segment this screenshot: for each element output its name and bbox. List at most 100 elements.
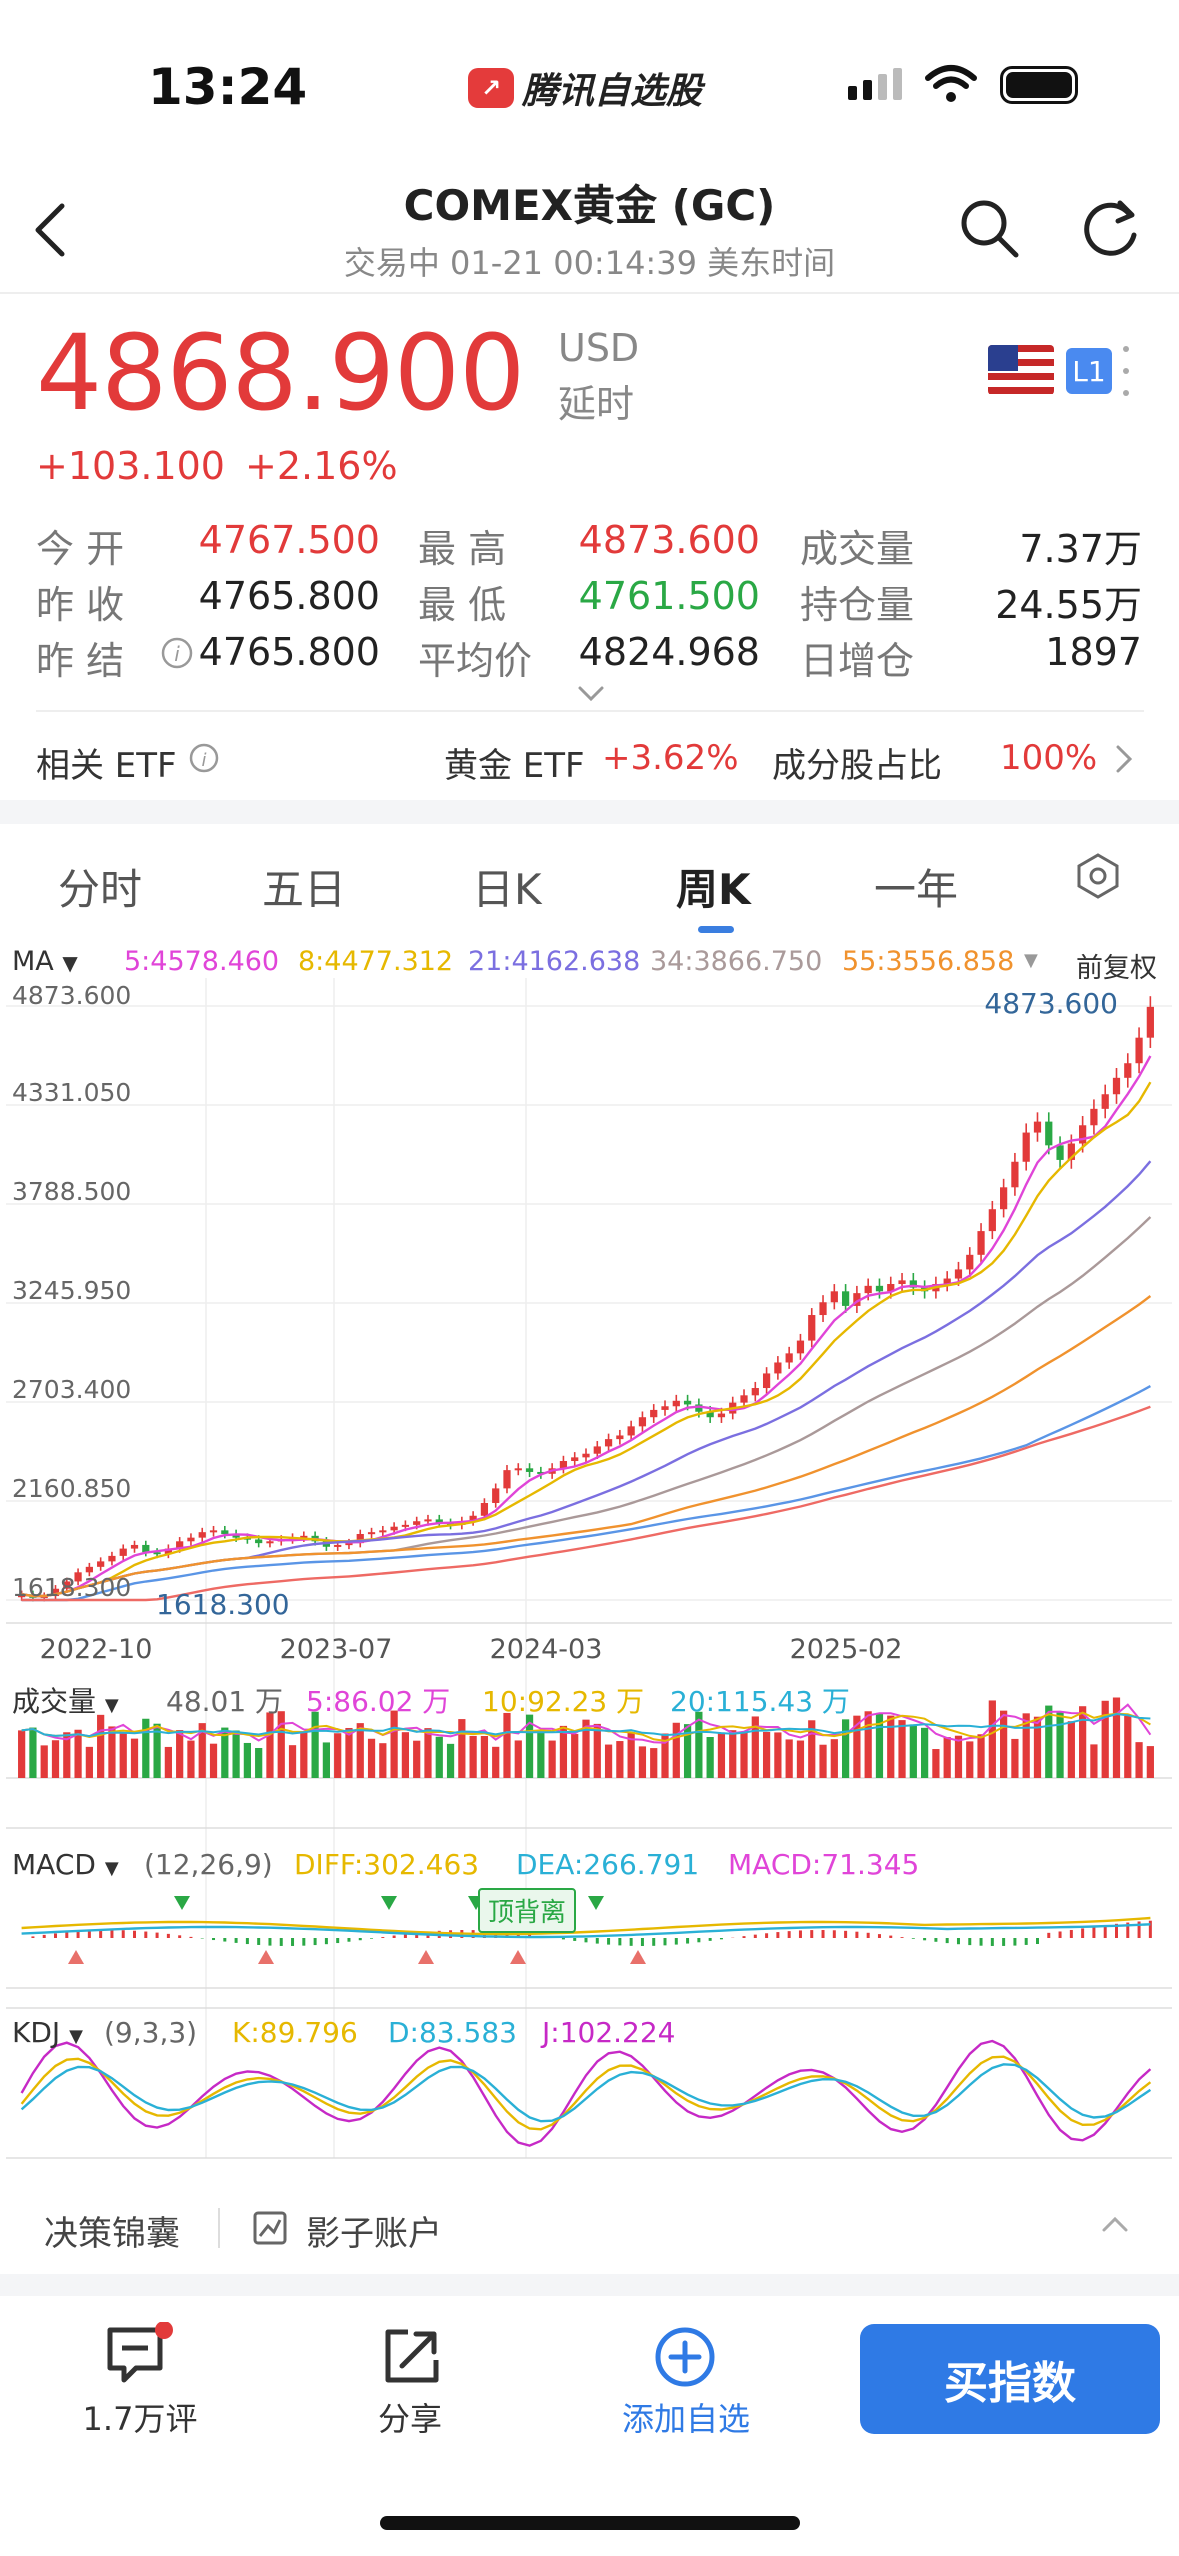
volume-bar: [356, 1723, 364, 1778]
active-tab-indicator: [698, 926, 734, 933]
info-icon[interactable]: i: [160, 636, 194, 670]
add-watchlist-icon[interactable]: [654, 2326, 716, 2388]
candlestick-series: [18, 996, 1154, 1602]
search-icon[interactable]: [956, 195, 1022, 261]
candle-body: [300, 1535, 308, 1538]
stats-divider: [36, 710, 1144, 712]
cellular-signal-icon: [848, 68, 902, 100]
share-label[interactable]: 分享: [377, 2400, 442, 2438]
candle-body: [887, 1284, 895, 1292]
volume-bar: [176, 1730, 184, 1778]
comment-icon[interactable]: [104, 2322, 174, 2388]
volume-bar: [85, 1746, 93, 1778]
candle-body: [480, 1502, 489, 1516]
ma-selector[interactable]: MA ▼: [12, 946, 78, 977]
volume-bar: [164, 1746, 172, 1778]
macd-selector[interactable]: MACD ▼: [12, 1848, 119, 1881]
candle-body: [1067, 1143, 1075, 1160]
chevron-right-icon[interactable]: [1114, 744, 1136, 774]
volume-bar: [616, 1741, 624, 1778]
dropdown-arrow-icon[interactable]: ▼: [1024, 950, 1038, 971]
tab-weekly-k[interactable]: 周K: [676, 865, 751, 914]
volume-bar: [1000, 1710, 1008, 1778]
decision-tool[interactable]: 决策锦囊: [44, 2214, 180, 2254]
high-label: 最 高: [418, 527, 507, 571]
volume-bar: [390, 1710, 398, 1778]
kdj-d-line: [20, 2063, 1152, 2123]
related-etf-row[interactable]: 相关 ETF i 黄金 ETF +3.62% 成分股占比 100%: [0, 718, 1179, 798]
candle-body: [762, 1373, 771, 1389]
candle-body: [379, 1530, 387, 1533]
chevron-up-icon[interactable]: [1100, 2214, 1130, 2234]
candle-body: [446, 1523, 455, 1526]
more-vertical-icon[interactable]: [1122, 346, 1130, 396]
cross-signal-marker: [510, 1950, 526, 1964]
prev-close-label: 昨 收: [36, 583, 125, 627]
macd-value: MACD:71.345: [728, 1848, 920, 1881]
oi-change-value: 1897: [1045, 630, 1142, 674]
volume-bar: [446, 1743, 455, 1778]
refresh-icon[interactable]: [1078, 195, 1144, 261]
volume-bar: [413, 1740, 421, 1778]
volume-bar: [1011, 1738, 1019, 1778]
volume-bar: [1033, 1716, 1042, 1778]
volume-bar: [288, 1745, 297, 1778]
header-divider: [0, 292, 1179, 294]
prev-close-value: 4765.800: [198, 574, 380, 618]
divergence-tag[interactable]: 顶背离: [478, 1888, 577, 1933]
ma5-line: [21, 1055, 1152, 1598]
time-tick-label: 2024-03: [490, 1634, 603, 1665]
volume-bar: [40, 1745, 48, 1778]
candle-body: [514, 1468, 522, 1471]
cross-signal-marker: [630, 1950, 646, 1964]
candle-body: [1022, 1132, 1030, 1162]
kdj-k-line: [20, 2055, 1152, 2131]
candle-body: [740, 1395, 748, 1403]
candle-body: [1090, 1108, 1098, 1126]
expand-chevron-icon[interactable]: [576, 684, 606, 704]
ma21-value: 21:4162.638: [468, 946, 641, 977]
tab-five-day[interactable]: 五日: [262, 865, 347, 914]
price-tick-label: 3788.500: [12, 1177, 131, 1206]
max-price-label: 4873.600: [984, 987, 1118, 1020]
volume-bar: [830, 1739, 838, 1778]
svg-text:i: i: [201, 750, 206, 771]
volume-bar: [898, 1720, 906, 1778]
tab-intraday[interactable]: 分时: [58, 865, 143, 914]
candle-body: [751, 1388, 759, 1396]
app-name: 腾讯自选股: [522, 71, 703, 112]
back-icon[interactable]: [30, 200, 70, 260]
kline-chart[interactable]: 4873.600 4331.050 3788.500 3245.950 2703.400…: [6, 978, 1172, 2178]
kdj-selector[interactable]: KDJ ▼: [12, 2016, 83, 2049]
add-watchlist-label[interactable]: 添加自选: [621, 2400, 750, 2438]
candle-body: [830, 1291, 838, 1303]
price-change-pct: +2.16%: [245, 444, 398, 488]
volume-selector[interactable]: 成交量 ▼: [12, 1680, 119, 1720]
price-tick-label: 2160.850: [12, 1474, 131, 1503]
candle-body: [119, 1548, 127, 1556]
candle-body: [1045, 1121, 1053, 1146]
candle-body: [142, 1544, 150, 1553]
volume-bar: [367, 1738, 376, 1778]
volume-bar: [469, 1735, 477, 1778]
volume-bar: [187, 1740, 195, 1778]
comments-count[interactable]: 1.7万评: [82, 2400, 198, 2438]
ma8-value: 8:4477.312: [298, 946, 454, 977]
candle-body: [356, 1534, 364, 1544]
volume-bar: [559, 1725, 568, 1778]
share-icon[interactable]: [380, 2326, 442, 2388]
tab-one-year[interactable]: 一年: [874, 865, 959, 914]
volume-bar: [593, 1723, 601, 1778]
chart-settings-icon[interactable]: [1074, 852, 1122, 900]
tab-daily-k[interactable]: 日K: [472, 865, 542, 914]
buy-button[interactable]: 买指数: [860, 2324, 1160, 2434]
volume-bar: [943, 1737, 951, 1778]
level-badge[interactable]: L1: [1066, 348, 1112, 394]
kdj-j: J:102.224: [542, 2016, 676, 2049]
cross-signal-marker: [588, 1896, 604, 1910]
currency: USD: [558, 326, 640, 370]
shadow-account[interactable]: 影子账户: [306, 2214, 442, 2254]
candle-body: [875, 1285, 884, 1292]
adjust-mode[interactable]: 前复权: [1076, 953, 1157, 984]
info-icon[interactable]: i: [188, 742, 220, 774]
